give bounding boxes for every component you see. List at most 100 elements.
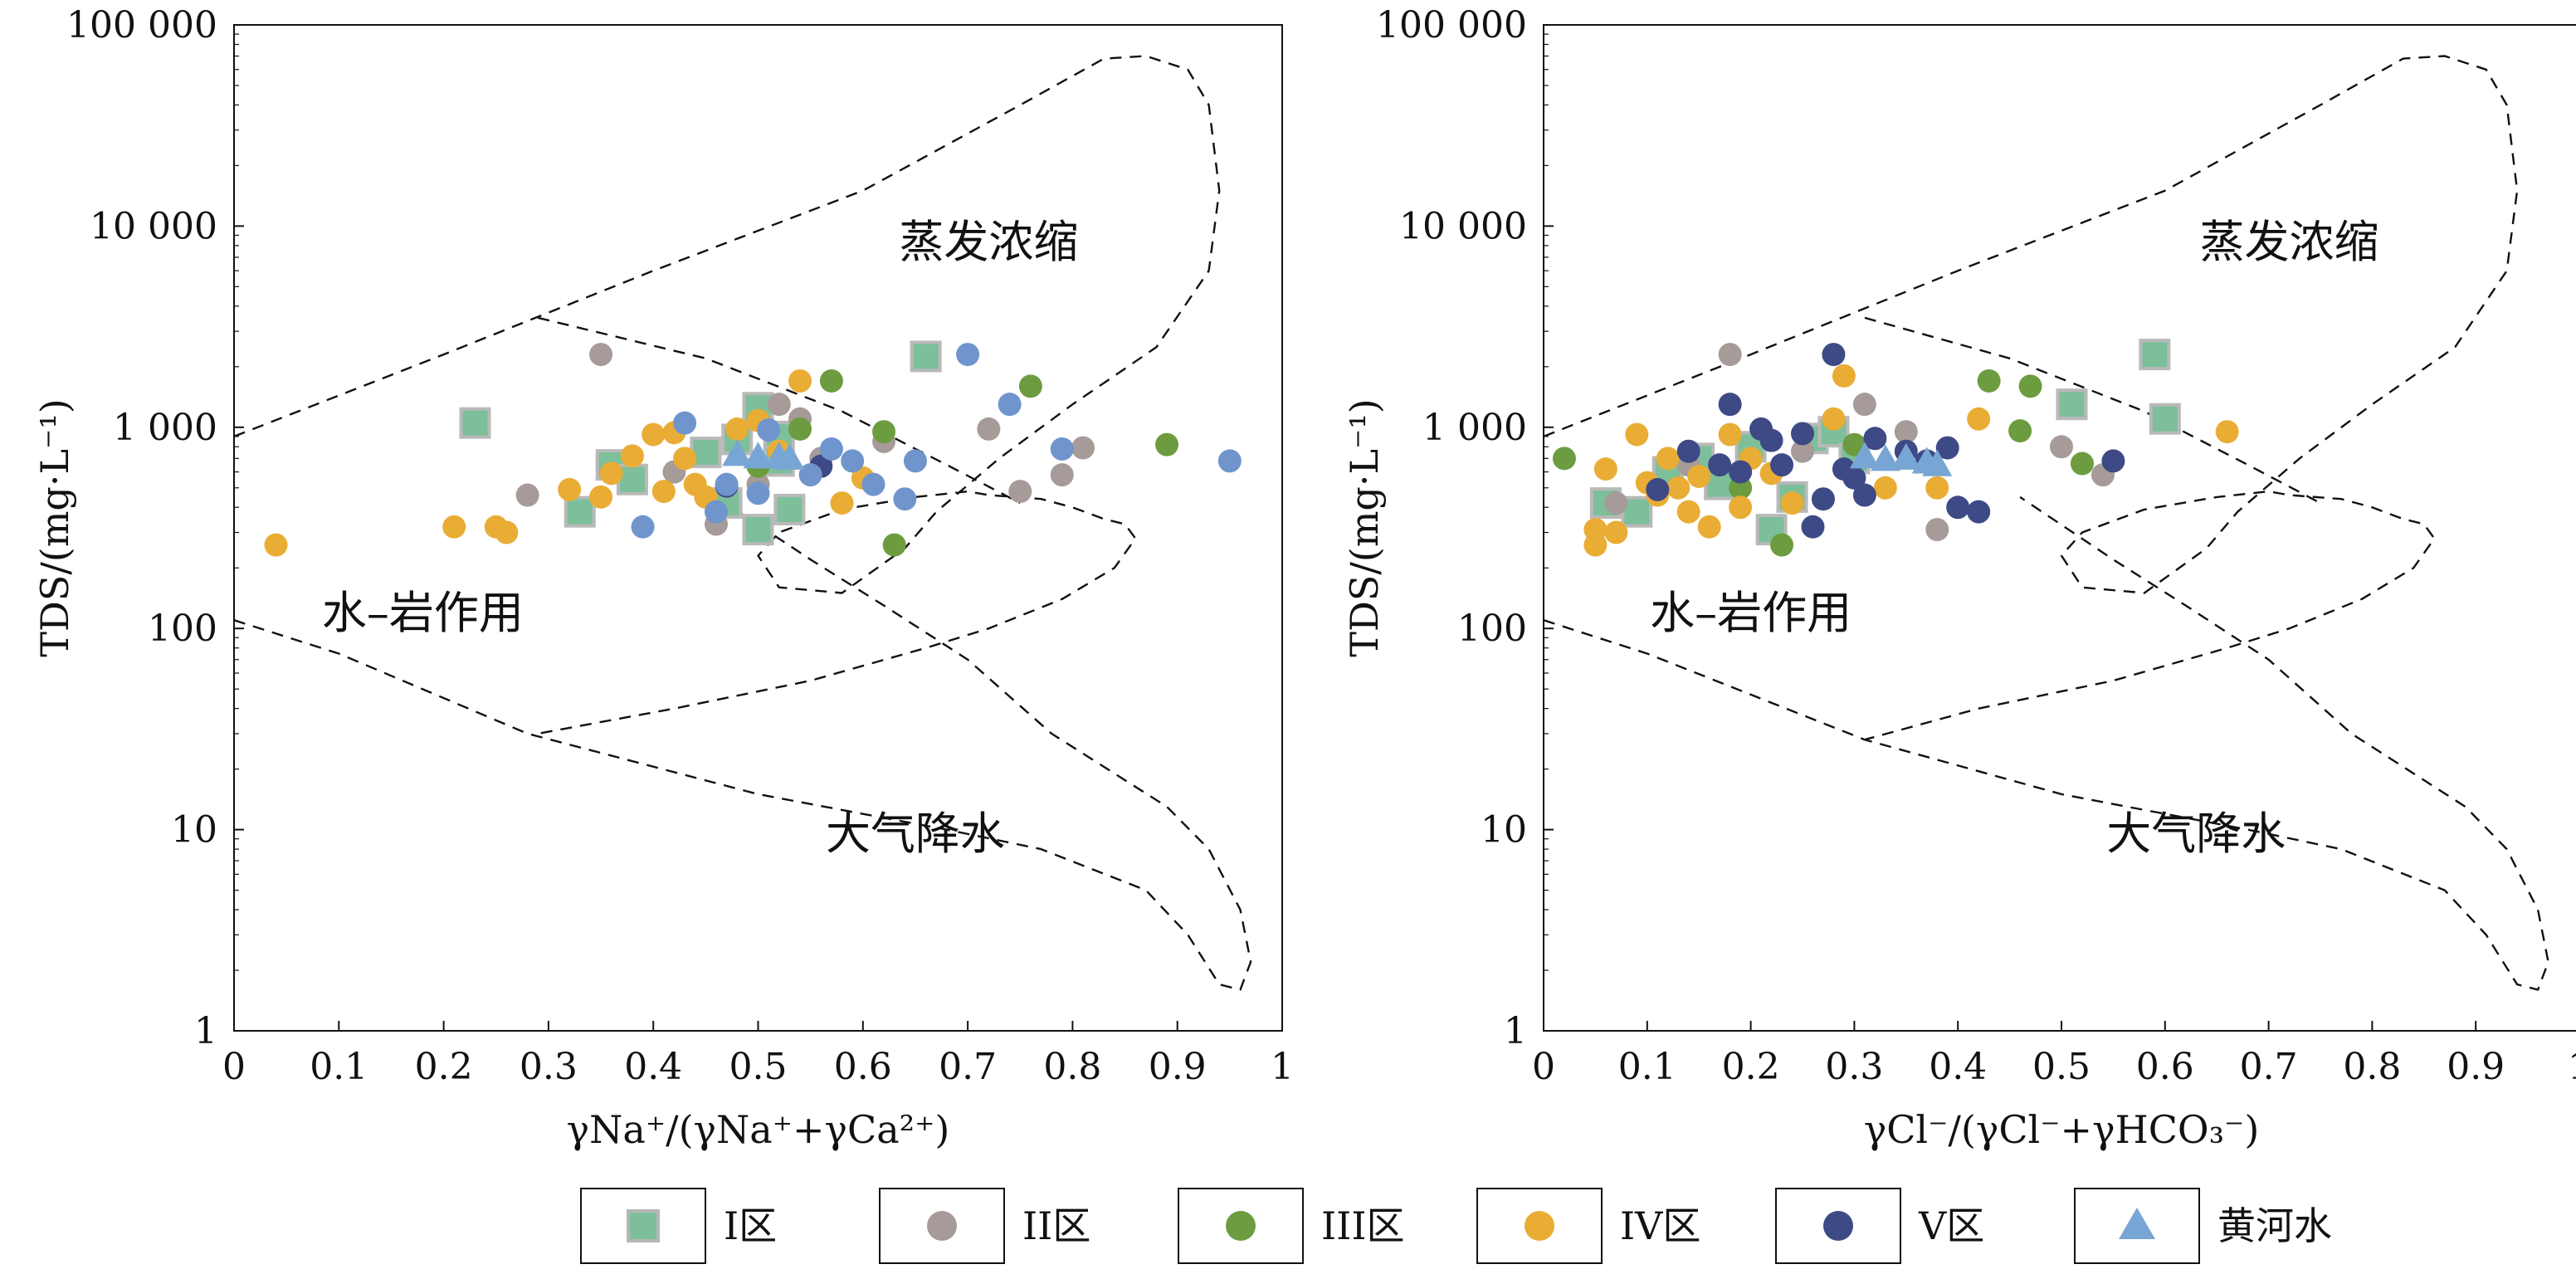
data-point — [1729, 460, 1753, 484]
region-label: 水–岩作用 — [322, 587, 524, 639]
data-point — [1801, 515, 1825, 539]
legend-marker-circle — [1226, 1211, 1256, 1241]
data-point — [1718, 343, 1742, 367]
data-point — [616, 463, 648, 495]
region-label: 大气降水 — [826, 808, 1005, 860]
y-tick-label: 100 — [148, 608, 217, 650]
data-point — [774, 442, 805, 470]
data-point — [1687, 464, 1711, 488]
data-point — [1925, 518, 1949, 542]
data-point — [2070, 452, 2094, 476]
legend-marker-circle — [1823, 1211, 1853, 1241]
x-tick-label: 0.3 — [520, 1046, 578, 1088]
x-tick-label: 0.8 — [2343, 1046, 2401, 1088]
x-tick-label: 0.4 — [1929, 1046, 1987, 1088]
data-point — [882, 533, 906, 557]
data-point — [1780, 491, 1804, 515]
data-point — [1676, 500, 1700, 524]
data-point — [1155, 432, 1179, 456]
legend-label: V区 — [1918, 1203, 1984, 1248]
data-point — [767, 393, 791, 417]
x-tick-label: 0.1 — [1618, 1046, 1676, 1088]
precipitation-envelope — [233, 495, 1252, 991]
data-point — [673, 447, 697, 471]
data-point — [1967, 407, 1991, 431]
data-point — [1894, 420, 1918, 444]
chart-panel-1: 1 10 100 1 000 10 000 100 000 0 0.1 0.2 0.3 0.4 0.5… — [32, 4, 1294, 1152]
data-point — [1791, 422, 1814, 446]
data-point — [1925, 476, 1949, 500]
data-point — [1791, 439, 1814, 463]
data-point — [1935, 436, 1959, 460]
legend-label: IV区 — [1620, 1203, 1700, 1248]
data-point — [1870, 444, 1900, 471]
legend-label: III区 — [1321, 1203, 1405, 1248]
rock-envelope — [538, 316, 1021, 505]
data-point — [442, 515, 466, 539]
y-axis-label: TDS/(mg·L⁻¹) — [1342, 398, 1387, 657]
data-point — [742, 514, 774, 546]
data-point — [589, 485, 613, 509]
data-point — [757, 418, 781, 442]
x-tick-label: 0.6 — [834, 1046, 892, 1088]
data-point — [1656, 447, 1680, 471]
legend-marker-triangle — [2119, 1208, 2155, 1239]
data-point — [1832, 364, 1856, 388]
data-point — [1863, 427, 1887, 451]
x-axis-label: γCl⁻/(γCl⁻+γHCO₃⁻) — [1864, 1107, 2260, 1152]
data-point — [1822, 407, 1846, 431]
data-point — [1842, 466, 1866, 490]
data-point — [841, 449, 865, 473]
legend-marker-square — [627, 1209, 660, 1242]
data-point — [1873, 476, 1897, 500]
data-point — [1770, 453, 1794, 477]
data-point — [1822, 343, 1846, 367]
legend-marker-circle — [1525, 1211, 1554, 1241]
data-point — [1217, 449, 1242, 473]
x-tick-label: 0.6 — [2136, 1046, 2194, 1088]
data-point — [798, 463, 822, 487]
data-point — [1852, 393, 1876, 417]
data-point — [1977, 369, 2001, 393]
data-point — [2018, 374, 2042, 398]
region-label: 蒸发浓缩 — [899, 216, 1078, 268]
data-point — [1071, 436, 1095, 460]
legend: I区 II区 III区 IV区 V区 黄河水 — [580, 1188, 2332, 1264]
legend-label: II区 — [1022, 1203, 1090, 1248]
x-tick-label: 0.9 — [1149, 1046, 1207, 1088]
data-point — [903, 449, 927, 473]
data-point — [1922, 449, 1953, 476]
data-point — [642, 422, 666, 447]
y-tick-label: 1 000 — [113, 407, 217, 449]
data-point — [1729, 476, 1753, 500]
data-point — [1050, 463, 1074, 487]
data-point — [1967, 500, 1991, 524]
data-point — [631, 515, 655, 539]
y-tick-label: 10 000 — [1399, 205, 1527, 247]
x-tick-label: 0.4 — [624, 1046, 682, 1088]
data-point — [2008, 419, 2032, 443]
data-point — [725, 417, 749, 441]
data-point — [1697, 515, 1721, 539]
x-tick-label: 0 — [1532, 1046, 1555, 1088]
x-tick-label: 0.2 — [1722, 1046, 1780, 1088]
data-point — [673, 411, 697, 435]
y-tick-label: 100 000 — [66, 4, 217, 46]
data-point — [830, 491, 854, 515]
data-point — [773, 493, 806, 525]
x-tick-label: 0.5 — [729, 1046, 788, 1088]
data-point — [746, 481, 770, 505]
data-point — [651, 480, 676, 504]
data-point — [1018, 374, 1042, 398]
data-point — [2050, 435, 2073, 459]
data-point — [722, 439, 753, 466]
legend-label: I区 — [724, 1203, 777, 1248]
y-tick-label: 10 000 — [90, 205, 217, 247]
x-axis-label: γNa⁺/(γNa⁺+γCa²⁺) — [567, 1107, 950, 1152]
data-point — [1625, 422, 1649, 447]
data-point — [788, 369, 812, 393]
data-point — [1770, 533, 1794, 557]
data-point — [1604, 491, 1628, 515]
data-point — [599, 461, 623, 486]
data-point — [558, 477, 582, 501]
